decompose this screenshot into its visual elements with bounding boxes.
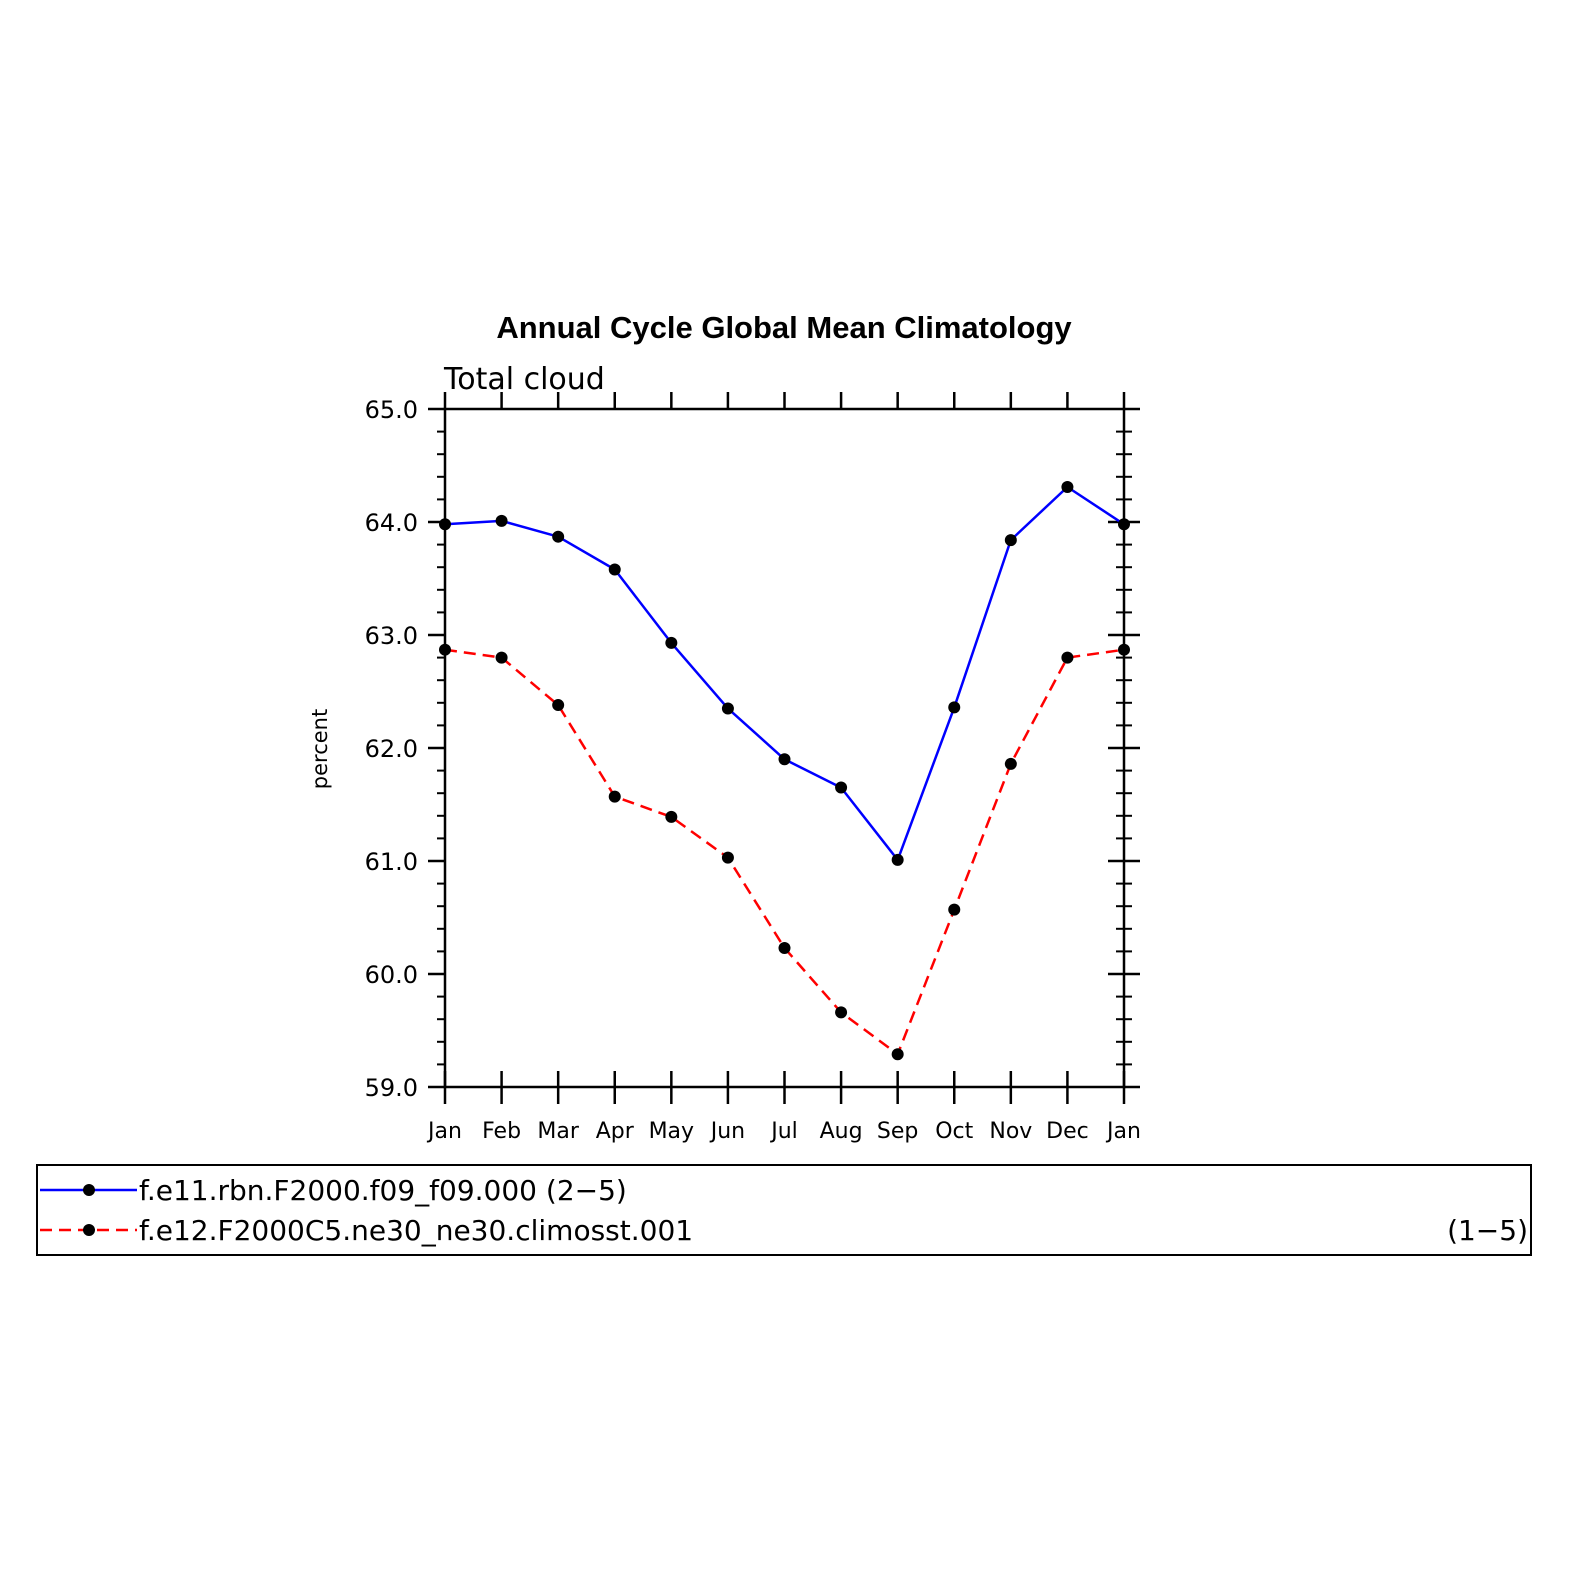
x-tick-label: Feb bbox=[482, 1119, 521, 1144]
chart-subtitle: Total cloud bbox=[443, 362, 605, 397]
y-tick-label: 59.0 bbox=[365, 1074, 418, 1102]
x-tick-label: May bbox=[649, 1119, 694, 1144]
data-point bbox=[608, 563, 621, 576]
y-tick-label: 63.0 bbox=[365, 622, 418, 650]
y-axis-label: percent bbox=[308, 709, 332, 789]
data-point bbox=[778, 753, 791, 766]
x-tick-label: Aug bbox=[820, 1119, 863, 1144]
axes: 59.0 60.0 61.0 62.0 63.0 64.0 65.0 Jan Feb Mar Apr… bbox=[365, 392, 1141, 1144]
data-point bbox=[891, 853, 904, 866]
data-point bbox=[552, 699, 565, 712]
data-point bbox=[1004, 534, 1017, 547]
legend-box bbox=[36, 1164, 1532, 1256]
x-tick-label: Sep bbox=[877, 1119, 918, 1144]
x-tick-label: Jul bbox=[769, 1119, 798, 1144]
legend-swatch-marker-2 bbox=[83, 1224, 95, 1236]
x-tick-label: Apr bbox=[596, 1119, 635, 1144]
data-point bbox=[1118, 643, 1130, 656]
x-tick-label: Jun bbox=[709, 1119, 745, 1144]
data-point bbox=[1004, 757, 1017, 770]
x-tick-label: Oct bbox=[935, 1119, 973, 1144]
x-tick-label: Jan bbox=[1105, 1119, 1141, 1144]
data-point bbox=[608, 790, 621, 803]
data-point bbox=[891, 1048, 904, 1061]
series-line-2 bbox=[444, 648, 1125, 1056]
data-point bbox=[721, 702, 734, 715]
x-tick-label: Jan bbox=[426, 1119, 462, 1144]
data-point bbox=[948, 903, 961, 916]
data-point bbox=[778, 942, 791, 955]
x-tick-label: Mar bbox=[537, 1119, 579, 1144]
legend: f.e11.rbn.F2000.f09_f09.000 (2−5) f.e12.F… bbox=[36, 1164, 1532, 1256]
y-tick-label: 62.0 bbox=[365, 735, 418, 763]
data-point bbox=[665, 636, 678, 649]
data-point bbox=[835, 781, 848, 794]
y-tick-label: 60.0 bbox=[365, 961, 418, 989]
legend-label-1: f.e11.rbn.F2000.f09_f09.000 (2−5) bbox=[139, 1174, 627, 1207]
data-point bbox=[439, 518, 451, 531]
data-point bbox=[835, 1006, 848, 1019]
y-tick-label: 65.0 bbox=[365, 396, 418, 424]
data-point bbox=[552, 530, 565, 543]
data-point bbox=[495, 514, 508, 527]
x-tick-label: Nov bbox=[989, 1119, 1032, 1144]
legend-label-2: f.e12.F2000C5.ne30_ne30.climosst.001 bbox=[139, 1214, 693, 1247]
data-point bbox=[1118, 518, 1130, 531]
legend-swatch-marker-1 bbox=[83, 1184, 95, 1196]
y-tick-label: 61.0 bbox=[365, 848, 418, 876]
data-point bbox=[1061, 651, 1074, 664]
x-tick-label: Dec bbox=[1046, 1119, 1089, 1144]
chart-title: Annual Cycle Global Mean Climatology bbox=[496, 310, 1072, 345]
data-point bbox=[948, 701, 961, 714]
y-tick-label: 64.0 bbox=[365, 509, 418, 537]
data-point bbox=[721, 851, 734, 864]
data-point bbox=[1061, 480, 1074, 493]
series-layer bbox=[439, 480, 1130, 1061]
series-line-1 bbox=[444, 485, 1125, 862]
plot-frame bbox=[443, 407, 1126, 1089]
data-point bbox=[439, 643, 451, 656]
legend-suffix-2: (1−5) bbox=[1447, 1214, 1528, 1247]
data-point bbox=[495, 651, 508, 664]
data-point bbox=[665, 810, 678, 823]
